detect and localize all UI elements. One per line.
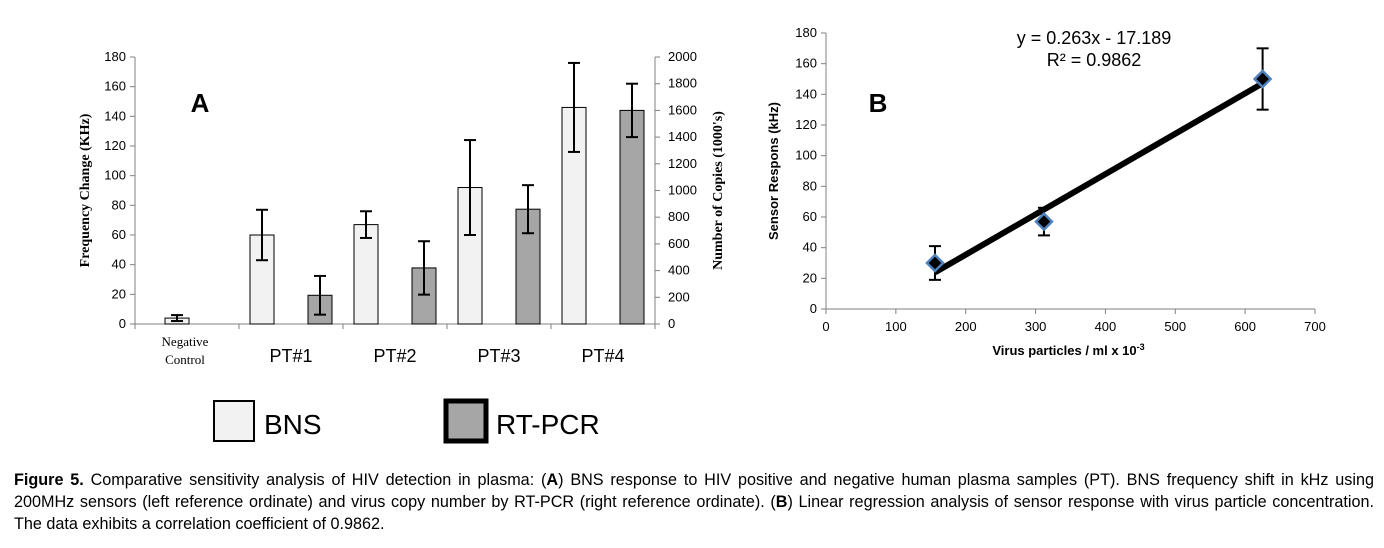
caption-label: Figure 5. — [14, 471, 84, 489]
b-x-tick-label: 700 — [1304, 319, 1326, 334]
a-category-label: PT#2 — [373, 346, 416, 366]
b-y-axis-title: Sensor Respons (kHz) — [766, 102, 781, 240]
a-right-tick-label: 400 — [668, 263, 690, 278]
a-right-tick-label: 200 — [668, 289, 690, 304]
a-left-tick-label: 40 — [112, 257, 126, 272]
b-data-point — [1252, 69, 1273, 89]
a-left-tick-label: 0 — [119, 316, 126, 331]
b-x-tick-label: 600 — [1234, 319, 1256, 334]
chart-a-bar-chart: 0204060801001201401601800200400600800100… — [78, 49, 726, 444]
a-right-tick-label: 1800 — [668, 76, 697, 91]
caption-text-2: ) BNS response to HIV positive and negat… — [14, 471, 1374, 511]
a-left-tick-label: 140 — [104, 108, 126, 123]
b-y-tick-label: 160 — [795, 56, 817, 71]
a-bar-bns — [353, 224, 379, 325]
a-left-tick-label: 160 — [104, 79, 126, 94]
b-y-tick-label: 180 — [795, 25, 817, 40]
a-left-tick-label: 180 — [104, 49, 126, 64]
b-y-tick-label: 80 — [803, 178, 817, 193]
a-bar-rt-pcr — [619, 109, 645, 325]
a-category-label-control: Control — [165, 352, 205, 367]
b-y-tick-label: 120 — [795, 117, 817, 132]
a-left-tick-label: 80 — [112, 197, 126, 212]
b-y-tick-label: 20 — [803, 270, 817, 285]
b-x-tick-label: 500 — [1164, 319, 1186, 334]
b-trendline — [933, 80, 1265, 276]
b-y-tick-label: 60 — [803, 209, 817, 224]
a-right-tick-label: 1000 — [668, 183, 697, 198]
b-x-tick-label: 300 — [1025, 319, 1047, 334]
a-legend-label-rt-pcr: RT-PCR — [496, 409, 600, 440]
a-right-tick-label: 0 — [668, 316, 675, 331]
a-left-tick-label: 20 — [112, 286, 126, 301]
a-right-tick-label: 1400 — [668, 129, 697, 144]
b-panel-label: B — [869, 88, 888, 118]
a-right-tick-label: 800 — [668, 209, 690, 224]
b-y-tick-label: 40 — [803, 240, 817, 255]
b-x-axis-title-exponent: -3 — [1137, 342, 1145, 352]
a-legend-swatch-rt-pcr — [443, 398, 489, 444]
a-y2-axis-title: Number of Copies (1000's) — [711, 111, 726, 270]
figure-caption: Figure 5. Comparative sensitivity analys… — [14, 469, 1374, 535]
b-y-tick-label: 0 — [810, 301, 817, 316]
b-x-tick-label: 200 — [955, 319, 977, 334]
b-x-tick-label: 0 — [822, 319, 829, 334]
a-left-tick-label: 60 — [112, 227, 126, 242]
a-y-axis-title: Frequency Change (KHz) — [78, 113, 93, 267]
caption-text-1: Comparative sensitivity analysis of HIV … — [83, 471, 547, 489]
a-panel-label: A — [191, 88, 210, 118]
b-x-axis-title: Virus particles / ml x 10-3 — [992, 342, 1144, 358]
a-category-label-negative: Negative — [162, 334, 209, 349]
b-y-tick-label: 140 — [795, 86, 817, 101]
a-left-tick-label: 100 — [104, 168, 126, 183]
b-x-tick-label: 400 — [1095, 319, 1117, 334]
b-x-axis-title-text: Virus particles / ml x 10 — [992, 343, 1136, 358]
b-data-point — [1034, 211, 1054, 232]
a-right-tick-label: 1200 — [668, 156, 697, 171]
b-data-point — [925, 253, 945, 273]
a-category-label: PT#4 — [581, 346, 624, 366]
b-r2-label: R² = 0.9862 — [1047, 50, 1142, 70]
b-x-tick-label: 100 — [885, 319, 907, 334]
a-category-label: PT#1 — [269, 346, 312, 366]
a-right-tick-label: 1600 — [668, 102, 697, 117]
a-legend-swatch-bns — [213, 400, 255, 442]
a-legend-label-bns: BNS — [264, 409, 322, 440]
b-y-tick-label: 100 — [795, 148, 817, 163]
chart-b-scatter-chart: 0 20 40 60 80 100 120 140 160 180 0 100 200 300 400 500… — [766, 25, 1326, 358]
a-bar-bns — [249, 234, 275, 325]
caption-ref-b: B — [775, 493, 788, 511]
b-equation-label: y = 0.263x - 17.189 — [1017, 28, 1172, 48]
caption-text-3: ) Linear regression analysis of sensor r… — [14, 493, 1374, 533]
a-left-tick-label: 120 — [104, 138, 126, 153]
a-right-tick-label: 600 — [668, 236, 690, 251]
a-category-label: PT#3 — [477, 346, 520, 366]
caption-ref-a: A — [546, 471, 559, 489]
a-right-tick-label: 2000 — [668, 49, 697, 64]
